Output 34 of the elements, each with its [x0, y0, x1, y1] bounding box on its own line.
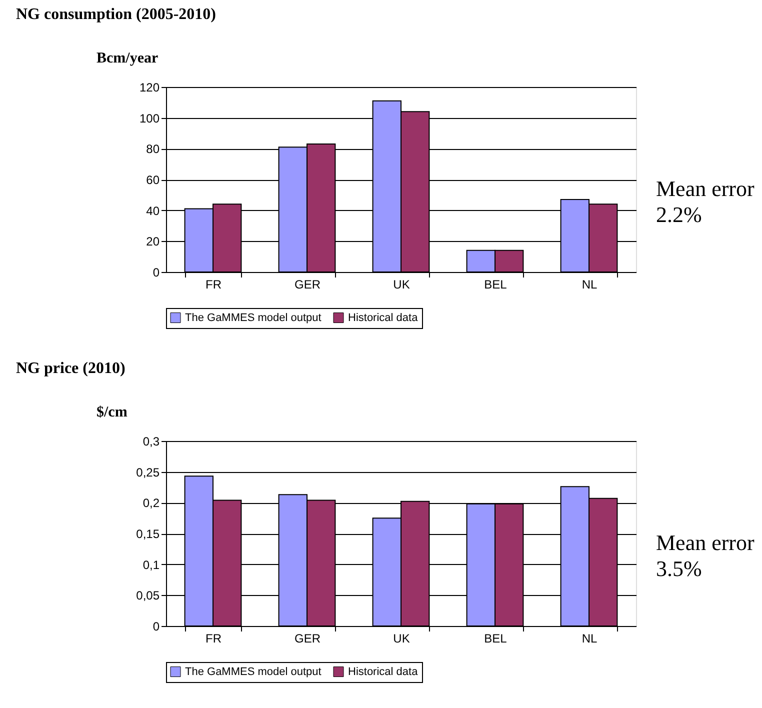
x-tick-label: BEL	[484, 278, 508, 292]
y-tick-label: 0,25	[136, 465, 160, 480]
x-tick-label: NL	[582, 632, 598, 646]
y-tick-label: 120	[139, 80, 160, 94]
x-tick-label: NL	[582, 278, 598, 292]
legend-label: The GaMMES model output	[185, 666, 322, 678]
y-axis-title: $/cm	[96, 404, 128, 420]
x-tick-label: BEL	[484, 632, 508, 646]
chart-title: NG price (2010)	[16, 360, 126, 377]
y-tick-label: 100	[139, 111, 160, 126]
legend-label: Historical data	[348, 666, 419, 678]
x-tick-label: FR	[206, 632, 222, 646]
chart-title: NG consumption (2005-2010)	[16, 6, 216, 23]
y-tick-label: 0,1	[142, 558, 160, 572]
y-tick-label: 0	[152, 620, 160, 634]
y-axis-title: Bcm/year	[96, 50, 158, 66]
y-tick-label: 20	[146, 234, 160, 249]
y-tick-label: 0,05	[136, 588, 160, 603]
text: Mean error 2.2%	[656, 176, 756, 227]
x-tick-label: FR	[206, 278, 222, 292]
y-tick-label: 0	[152, 266, 160, 280]
y-tick-label: 0,2	[142, 496, 160, 510]
legend-label: The GaMMES model output	[185, 312, 322, 324]
x-tick-label: UK	[393, 632, 410, 646]
x-tick-label: GER	[294, 278, 321, 292]
y-tick-label: 0,3	[142, 434, 160, 448]
text: Mean error 3.5%	[656, 530, 756, 581]
x-tick-label: UK	[393, 278, 410, 292]
x-tick-label: GER	[294, 632, 321, 646]
y-tick-label: 80	[146, 142, 160, 156]
y-tick-label: 40	[146, 204, 160, 218]
y-tick-label: 60	[146, 173, 160, 187]
legend-label: Historical data	[348, 312, 419, 324]
y-tick-label: 0,15	[136, 527, 160, 541]
